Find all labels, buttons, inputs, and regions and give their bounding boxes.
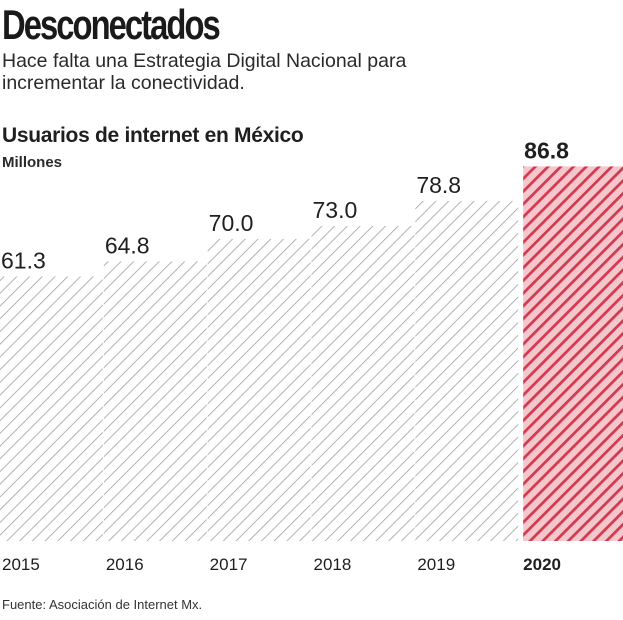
value-label-2016: 64.8 [105,232,150,258]
value-label-2015: 61.3 [1,247,46,273]
value-labels-group: 61.3 64.8 70.0 73.0 78.8 86.8 [1,137,569,273]
x-tick-label-2018: 2018 [314,555,352,574]
value-label-2017: 70.0 [209,210,254,236]
value-label-2018: 73.0 [313,197,358,223]
bar-2017 [207,238,311,541]
bar-2019 [415,200,519,541]
bar-2020 [523,166,623,541]
x-tick-label-2016: 2016 [106,555,144,574]
bar-2018 [311,225,415,541]
headline-subtitle: Hace falta una Estrategia Digital Nacion… [2,50,407,94]
bars-group [0,166,623,541]
x-tick-label-2017: 2017 [210,555,248,574]
source-note: Fuente: Asociación de Internet Mx. [2,597,203,612]
headline-title: Desconectados [2,1,221,48]
x-tick-label-2020: 2020 [523,555,561,574]
chart-title: Usuarios de internet en México [2,124,304,147]
chart-units-label: Millones [2,154,63,171]
x-axis-labels-group: 2015 2016 2017 2018 2019 2020 [2,555,561,574]
x-tick-label-2019: 2019 [417,555,455,574]
value-label-2019: 78.8 [416,172,461,198]
bar-2015 [0,276,103,541]
value-label-2020: 86.8 [524,137,569,163]
x-tick-label-2015: 2015 [2,555,40,574]
bar-2016 [103,261,207,541]
